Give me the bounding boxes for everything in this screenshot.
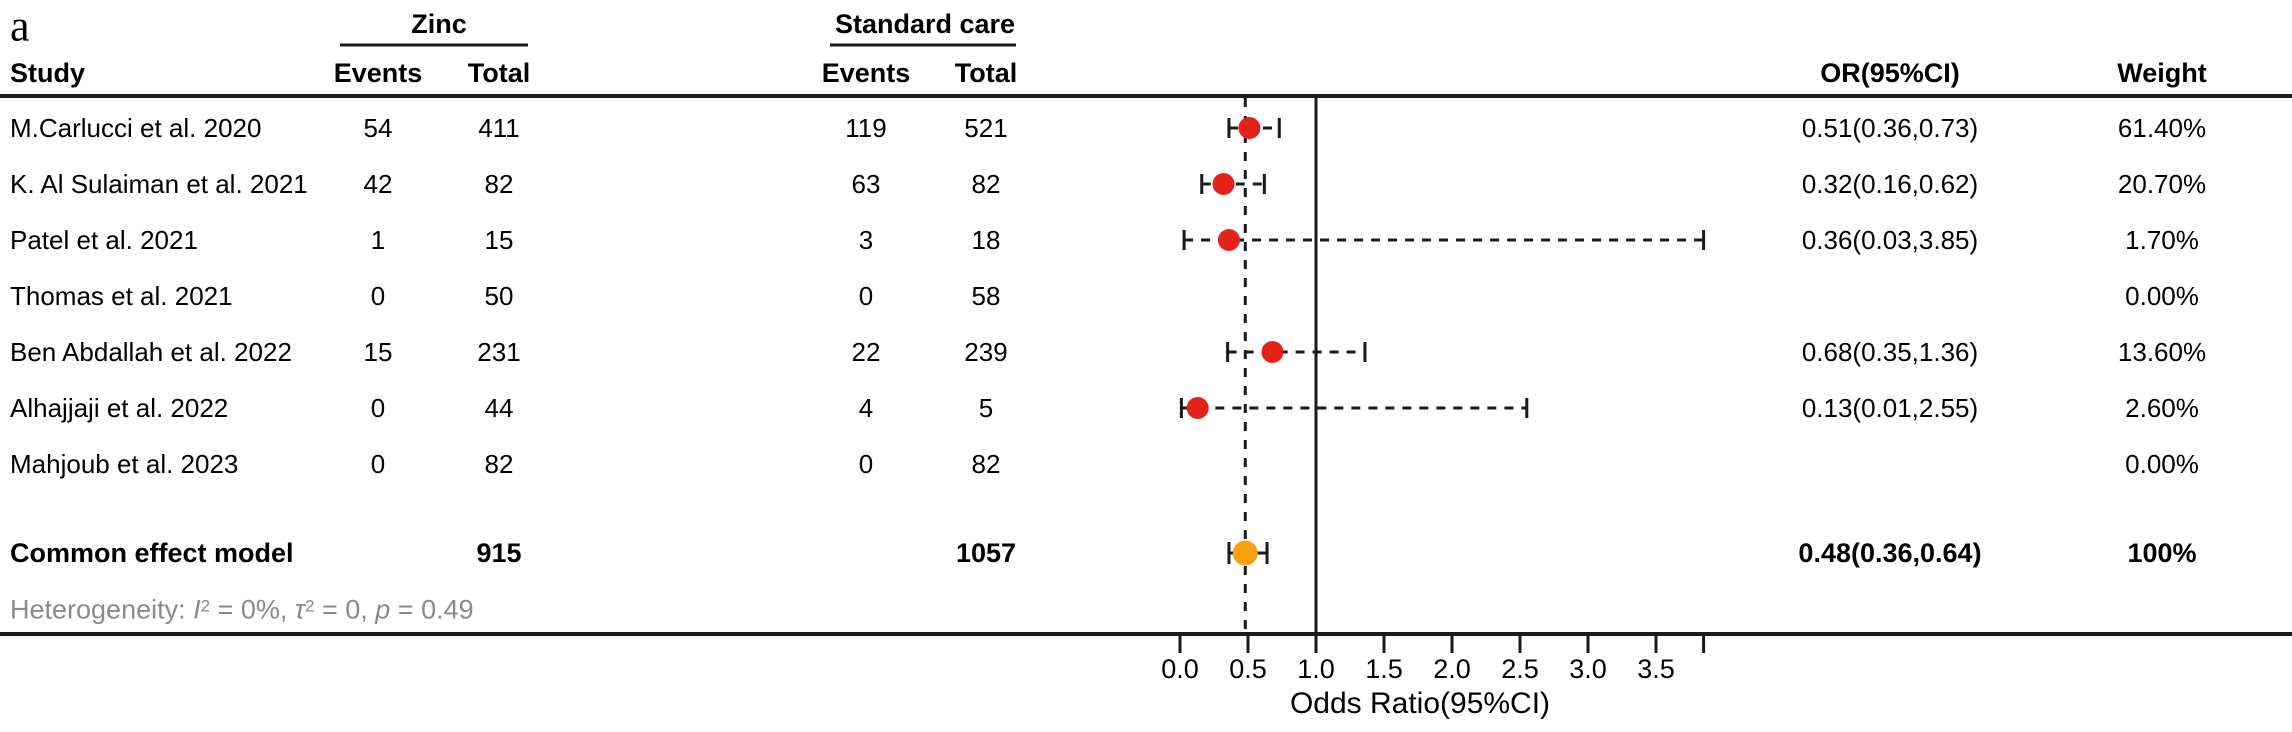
heterogeneity-text-part: 2 [305, 596, 315, 616]
column-header-sc-events: Events [821, 58, 911, 88]
or-ci-value: 0.32(0.16,0.62) [1801, 169, 1979, 199]
sc-total-value: 239 [964, 337, 1008, 367]
sc-events-value: 0 [858, 281, 874, 311]
study-name: Alhajjaji et al. 2022 [10, 393, 229, 423]
axis-tick-label: 0.0 [1161, 654, 1199, 684]
summary-or-marker [1232, 540, 1258, 566]
study-or-marker [1212, 173, 1235, 195]
or-ci-value: 0.36(0.03,3.85) [1801, 225, 1979, 255]
weight-value: 1.70% [2125, 225, 2199, 255]
sc-events-value: 4 [858, 393, 874, 423]
zinc-total-value: 15 [484, 225, 514, 255]
column-header-sc-total: Total [954, 58, 1018, 88]
study-or-marker [1238, 117, 1261, 139]
sc-total-value: 521 [964, 113, 1008, 143]
axis-tick-label: 1.0 [1297, 654, 1335, 684]
sc-total-value: 58 [971, 281, 1001, 311]
zinc-total-value: 82 [484, 449, 514, 479]
study-or-marker [1261, 341, 1284, 363]
sc-events-value: 63 [851, 169, 881, 199]
zinc-events-value: 0 [370, 449, 386, 479]
or-ci-value: 0.51(0.36,0.73) [1801, 113, 1979, 143]
axis-tick-label: 3.0 [1569, 654, 1607, 684]
study-name: Patel et al. 2021 [10, 225, 198, 255]
sc-total-value: 82 [971, 449, 1001, 479]
heterogeneity-text-part: = 0, [314, 594, 376, 625]
heterogeneity-text-part: = 0%, [210, 594, 295, 625]
zinc-events-value: 0 [370, 281, 386, 311]
heterogeneity-text-part: τ [294, 594, 305, 625]
weight-value: 0.00% [2125, 281, 2199, 311]
weight-value: 2.60% [2125, 393, 2199, 423]
summary-weight: 100% [2127, 538, 2197, 568]
column-header-or-ci: OR(95%CI) [1820, 58, 1960, 88]
zinc-total-value: 44 [484, 393, 514, 423]
zinc-total-value: 50 [484, 281, 514, 311]
sc-events-value: 0 [858, 449, 874, 479]
zinc-events-value: 42 [363, 169, 393, 199]
column-header-zinc-total: Total [467, 58, 531, 88]
zinc-total-value: 231 [477, 337, 521, 367]
study-name: Thomas et al. 2021 [10, 281, 233, 311]
zinc-total-value: 411 [478, 113, 520, 143]
axis-tick-label: 1.5 [1365, 654, 1403, 684]
heterogeneity-text-part: Heterogeneity: [10, 594, 194, 625]
axis-tick-label: 3.5 [1637, 654, 1675, 684]
group-header-zinc: Zinc [411, 9, 467, 39]
column-header-weight: Weight [2117, 58, 2207, 88]
or-ci-value: 0.13(0.01,2.55) [1801, 393, 1979, 423]
zinc-events-value: 15 [363, 337, 393, 367]
summary-sc-total: 1057 [955, 538, 1017, 568]
zinc-events-value: 1 [370, 225, 386, 255]
weight-value: 0.00% [2125, 449, 2199, 479]
heterogeneity-text-part: = 0.49 [390, 594, 474, 625]
zinc-events-value: 0 [370, 393, 386, 423]
study-or-marker [1186, 397, 1209, 419]
column-header-zinc-events: Events [333, 58, 423, 88]
summary-zinc-total: 915 [476, 538, 522, 568]
study-or-marker [1217, 229, 1240, 251]
zinc-events-value: 54 [363, 113, 393, 143]
study-name: Mahjoub et al. 2023 [10, 449, 239, 479]
sc-total-value: 18 [971, 225, 1001, 255]
study-name: K. Al Sulaiman et al. 2021 [10, 169, 308, 199]
or-ci-value: 0.68(0.35,1.36) [1801, 337, 1979, 367]
summary-row-label: Common effect model [10, 538, 294, 568]
x-axis-title: Odds Ratio(95%CI) [1289, 687, 1551, 720]
heterogeneity-text-part: 2 [200, 596, 211, 616]
heterogeneity-text-part: p [375, 594, 391, 625]
weight-value: 13.60% [2117, 337, 2207, 367]
sc-total-value: 82 [971, 169, 1001, 199]
panel-label: a [10, 1, 30, 51]
weight-value: 61.40% [2117, 113, 2207, 143]
axis-tick-label: 2.5 [1501, 654, 1539, 684]
summary-or-ci: 0.48(0.36,0.64) [1798, 538, 1982, 568]
sc-total-value: 5 [978, 393, 994, 423]
sc-events-value: 22 [851, 337, 881, 367]
sc-events-value: 119 [845, 113, 887, 143]
axis-tick-label: 2.0 [1433, 654, 1471, 684]
weight-value: 20.70% [2117, 169, 2207, 199]
zinc-total-value: 82 [484, 169, 514, 199]
sc-events-value: 3 [858, 225, 874, 255]
column-header-study: Study [10, 58, 86, 88]
group-header-standard-care: Standard care [834, 9, 1016, 39]
heterogeneity-text-part: I [193, 594, 201, 625]
axis-tick-label: 0.5 [1229, 654, 1267, 684]
heterogeneity-stats: Heterogeneity: I2 = 0%, τ2 = 0, p = 0.49 [10, 594, 474, 623]
study-name: M.Carlucci et al. 2020 [10, 113, 262, 143]
study-name: Ben Abdallah et al. 2022 [10, 337, 292, 367]
